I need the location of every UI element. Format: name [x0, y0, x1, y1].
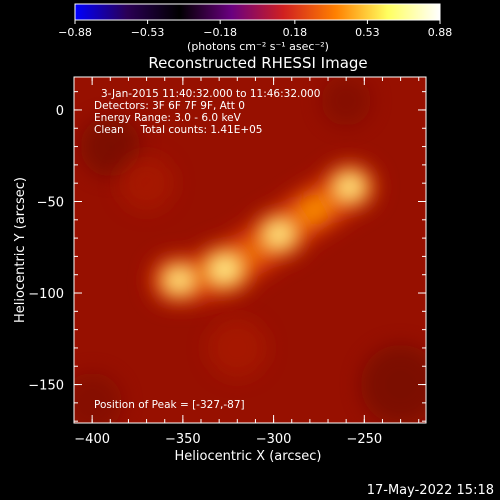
x-tick-label: −400: [74, 432, 110, 447]
background-patch: [118, 155, 175, 212]
colorbar-tick-label: −0.18: [203, 26, 237, 39]
chart-title: Reconstructed RHESSI Image: [148, 54, 367, 72]
annotation-detectors: Detectors: 3F 6F 7F 9F, Att 0: [94, 100, 245, 112]
x-axis-label: Heliocentric X (arcsec): [175, 449, 322, 464]
background-patch: [207, 317, 268, 378]
emission-source: [319, 160, 381, 214]
background-patch: [360, 344, 426, 423]
emission-source: [149, 254, 209, 307]
colorbar-tick-label: 0.88: [428, 26, 453, 39]
background-patch: [80, 116, 141, 177]
colorbar-tick-label: 0.53: [355, 26, 380, 39]
annotation-energy-range: Energy Range: 3.0 - 6.0 keV: [94, 112, 242, 124]
y-tick-label: 0: [56, 104, 64, 119]
colorbar-tick-label: −0.88: [58, 26, 92, 39]
background-patch: [74, 372, 123, 423]
emission-source: [247, 206, 311, 262]
x-tick-label: −300: [256, 432, 292, 447]
colorbar-label: (photons cm⁻² s⁻¹ asec⁻²): [187, 40, 329, 53]
colorbar-tick-label: 0.18: [283, 26, 308, 39]
plot-frame: [73, 76, 427, 424]
y-tick-label: −100: [28, 287, 64, 302]
x-tick-label: −250: [346, 432, 382, 447]
y-axis-ticks: 0 −50 −100 −150: [28, 91, 426, 422]
x-tick-label: −350: [165, 432, 201, 447]
colorbar-ticks: −0.88 −0.53 −0.18 0.18 0.53 0.88: [58, 20, 452, 39]
heatmap-image: [74, 77, 426, 423]
colorbar: [74, 3, 441, 21]
annotation-clean-counts: Clean Total counts: 1.41E+05: [94, 124, 263, 136]
y-axis-label: Heliocentric Y (arcsec): [13, 177, 28, 323]
background-patch: [321, 77, 372, 126]
y-tick-label: −50: [37, 195, 64, 210]
footer-timestamp: 17-May-2022 15:18: [367, 483, 494, 498]
annotation-time-range: 3-Jan-2015 11:40:32.000 to 11:46:32.000: [101, 88, 320, 100]
annotation-peak-position: Position of Peak = [-327,-87]: [94, 399, 245, 411]
x-axis-ticks: −400 −350 −300 −250: [73, 77, 420, 447]
y-tick-label: −150: [28, 379, 64, 394]
colorbar-tick-label: −0.53: [131, 26, 165, 39]
